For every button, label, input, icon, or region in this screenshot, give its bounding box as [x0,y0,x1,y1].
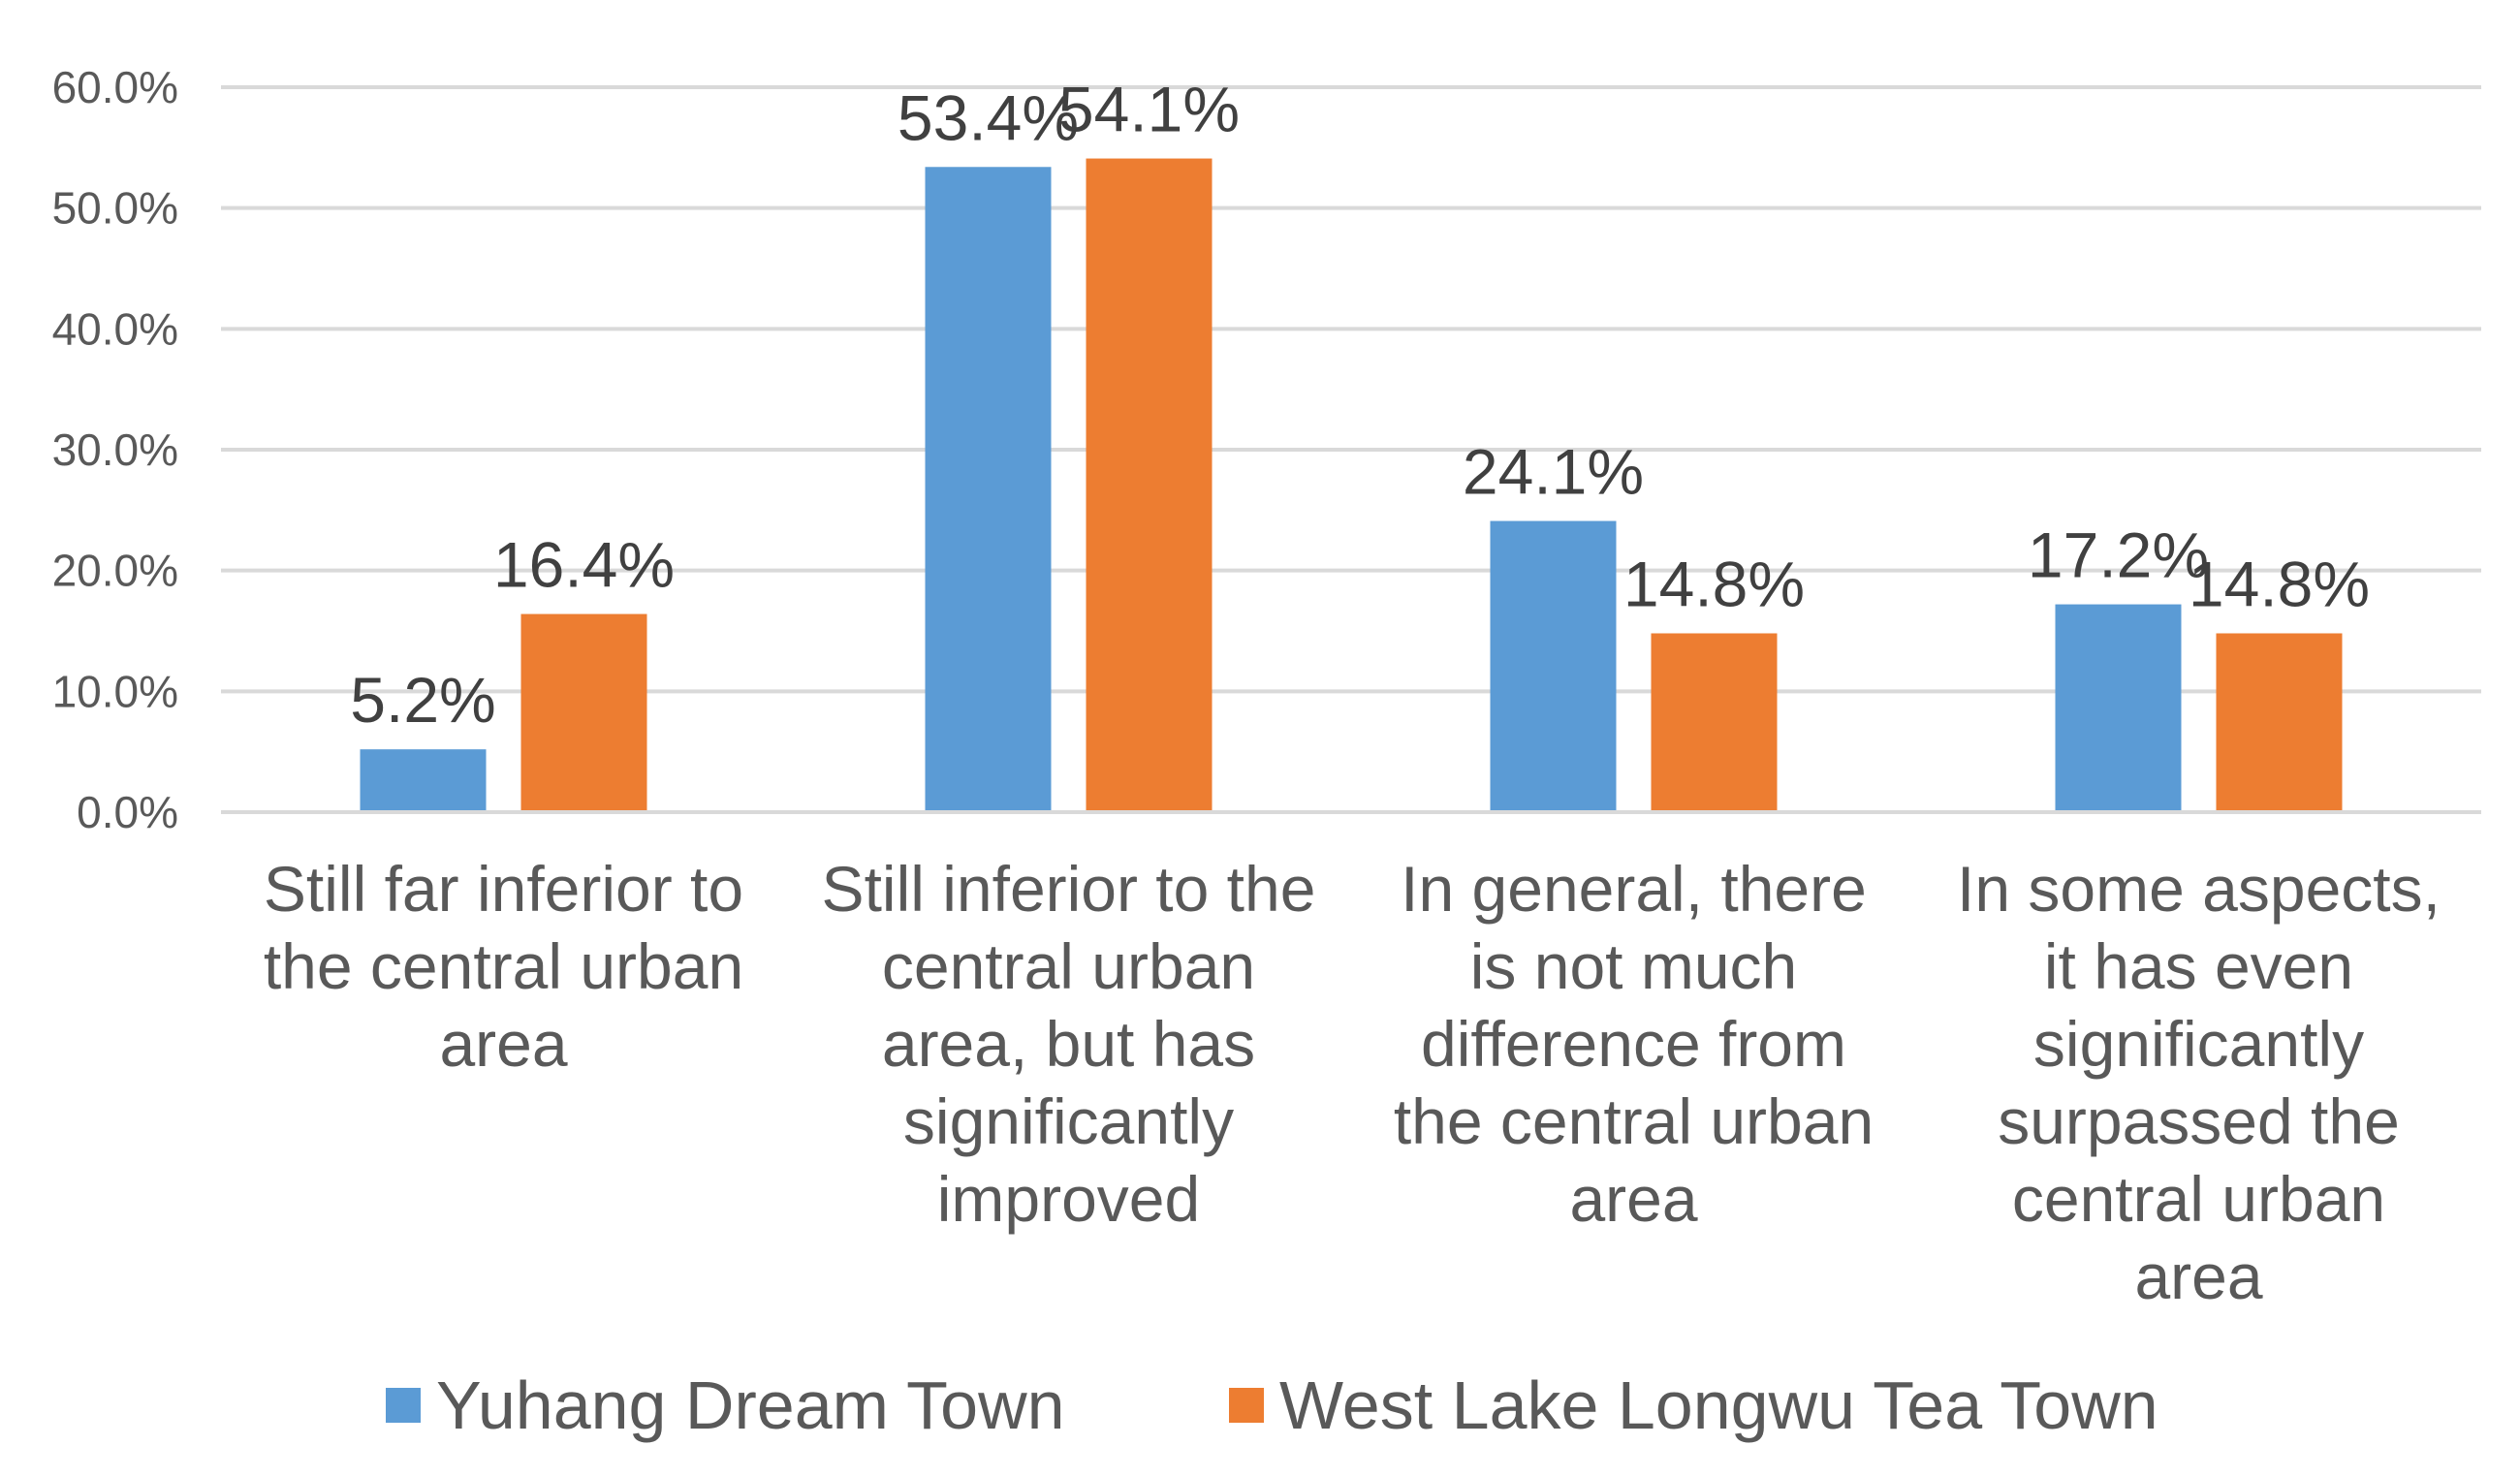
category-label: area [2134,1241,2262,1312]
category-label: In general, there [1401,853,1867,925]
y-tick-label: 40.0% [52,303,178,354]
data-labels: 5.2% 53.4% 24.1% 17.2% 16.4% 54.1% 14.8% 14.8% [350,74,2370,737]
gridlines [221,85,2481,694]
legend-swatch [386,1388,421,1423]
bar-series2 [1086,158,1213,812]
data-label: 17.2% [2028,519,2209,591]
y-tick-label: 60.0% [52,62,178,112]
bar-series1 [2055,604,2182,812]
category-label: area [439,1008,567,1080]
category-label: the central urban [1394,1085,1874,1157]
category-label: area [1569,1163,1697,1235]
data-label: 5.2% [350,664,495,736]
data-label: 24.1% [1463,436,1644,508]
data-label: 16.4% [493,529,675,601]
category-label: is not much [1470,930,1797,1002]
category-label: area, but has [882,1008,1255,1080]
legend-label: West Lake Longwu Tea Town [1279,1367,2158,1443]
category-label: improved [937,1163,1200,1235]
bar-series1 [360,749,487,812]
category-label: it has even [2044,930,2353,1002]
category-label: significantly [903,1085,1234,1157]
data-label: 54.1% [1058,74,1240,145]
category-label: surpassed the [1998,1085,2400,1157]
category-label: Still far inferior to [264,853,743,925]
bar-series2 [520,613,647,812]
legend: Yuhang Dream Town West Lake Longwu Tea To… [386,1367,2158,1443]
category-label: difference from [1421,1008,1846,1080]
bars [360,158,2343,812]
legend-label: Yuhang Dream Town [436,1367,1065,1443]
data-label: 14.8% [1623,548,1805,619]
y-axis-ticks: 0.0% 10.0% 20.0% 30.0% 40.0% 50.0% 60.0% [52,62,178,837]
bar-series1 [925,167,1052,812]
data-label: 53.4% [898,81,1079,153]
category-label: the central urban [264,930,743,1002]
y-tick-label: 10.0% [52,666,178,716]
data-label: 14.8% [2189,548,2370,619]
category-label: significantly [2033,1008,2364,1080]
y-tick-label: 20.0% [52,546,178,596]
category-label: central urban [882,930,1255,1002]
category-label: Still inferior to the [822,853,1316,925]
y-tick-label: 30.0% [52,424,178,475]
y-tick-label: 50.0% [52,183,178,234]
y-tick-label: 0.0% [77,787,178,837]
category-label: central urban [2012,1163,2385,1235]
category-label: In some aspects, [1957,853,2441,925]
bar-series1 [1490,520,1617,812]
bar-series2 [2216,633,2343,812]
legend-swatch [1229,1388,1264,1423]
bar-series2 [1651,633,1778,812]
